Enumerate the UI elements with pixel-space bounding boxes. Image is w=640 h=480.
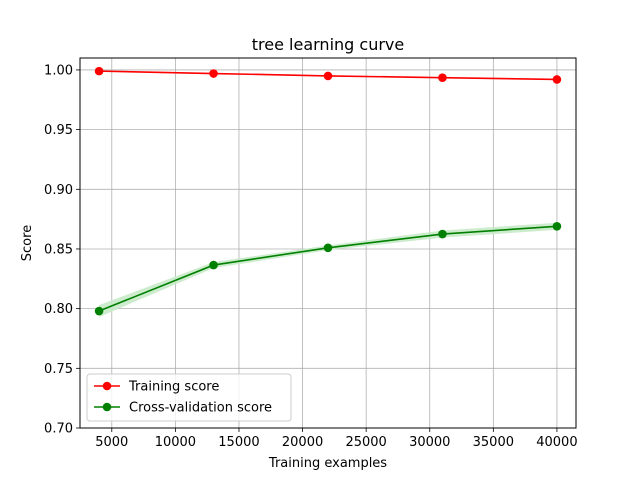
x-tick-label: 30000: [409, 435, 450, 450]
x-tick-label: 10000: [155, 435, 196, 450]
plot-frame: [79, 57, 577, 429]
y-tick-label: 1.00: [44, 63, 73, 78]
data-point: [323, 71, 333, 81]
legend-label: Cross-validation score: [129, 401, 272, 416]
data-point: [438, 73, 447, 82]
y-tick-label: 0.90: [44, 183, 73, 198]
legend-swatch-marker: [102, 402, 112, 412]
x-axis-title: Training examples: [268, 456, 387, 471]
axis-ticks: 5000 10000 15000 20000 25000 30000 35000 40000 0…: [44, 63, 578, 450]
x-tick-label: 25000: [345, 435, 386, 450]
confidence-band-1: [99, 222, 557, 317]
data-point: [438, 229, 447, 239]
data-point: [209, 69, 218, 78]
chart-title: tree learning curve: [252, 35, 404, 54]
legend-box: [86, 373, 292, 422]
data-point: [552, 221, 562, 231]
legend-swatch-marker: [102, 381, 112, 391]
data-point: [209, 260, 218, 270]
y-tick-label: 0.85: [44, 242, 73, 257]
legend-label: Training score: [128, 380, 219, 395]
x-tick-label: 5000: [95, 435, 128, 450]
series-lines: [94, 66, 562, 316]
x-tick-label: 35000: [473, 435, 514, 450]
data-point: [94, 306, 104, 316]
y-tick-label: 0.70: [44, 422, 73, 437]
y-tick-label: 0.75: [44, 362, 73, 377]
legend: Training score Cross-validation score: [86, 373, 292, 422]
x-tick-label: 20000: [282, 435, 323, 450]
x-tick-label: 40000: [536, 435, 577, 450]
data-point: [94, 66, 104, 76]
data-point: [323, 243, 333, 253]
y-tick-label: 0.95: [44, 123, 73, 138]
y-axis-title: Score: [20, 225, 35, 261]
y-tick-label: 0.80: [44, 302, 73, 317]
data-point: [552, 75, 562, 84]
x-tick-label: 15000: [218, 435, 259, 450]
